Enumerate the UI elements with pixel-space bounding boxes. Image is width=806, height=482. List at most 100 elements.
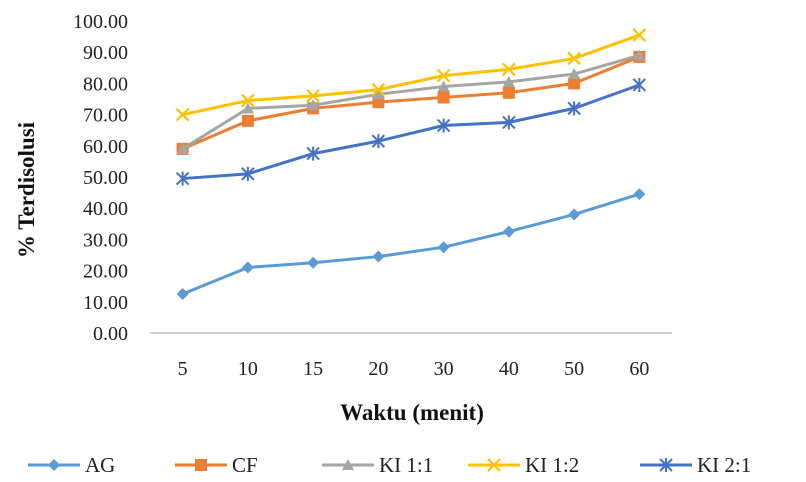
legend-label: KI 1:1 bbox=[379, 453, 433, 477]
data-point bbox=[487, 458, 501, 472]
point-marker bbox=[342, 459, 354, 470]
data-point bbox=[659, 458, 673, 472]
y-tick-label: 100.00 bbox=[73, 11, 128, 33]
data-point bbox=[632, 77, 647, 92]
data-point bbox=[436, 68, 451, 83]
point-marker bbox=[437, 241, 450, 254]
point-marker bbox=[568, 68, 581, 80]
data-point bbox=[372, 250, 385, 263]
data-point bbox=[502, 62, 516, 77]
y-tick-label: 60.00 bbox=[83, 136, 128, 158]
point-marker bbox=[241, 102, 254, 114]
point-marker bbox=[241, 93, 255, 108]
x-tick-label: 40 bbox=[499, 358, 519, 380]
data-point bbox=[175, 107, 190, 122]
data-point bbox=[306, 89, 320, 103]
series-line bbox=[181, 53, 640, 151]
point-marker bbox=[436, 68, 451, 83]
data-point bbox=[48, 459, 60, 471]
point-marker bbox=[372, 88, 385, 100]
y-tick-label: 80.00 bbox=[83, 73, 128, 95]
point-marker bbox=[176, 288, 189, 300]
point-marker bbox=[567, 51, 581, 66]
data-point bbox=[306, 146, 320, 161]
data-point bbox=[437, 91, 450, 104]
x-tick-label: 5 bbox=[178, 358, 188, 380]
data-point bbox=[502, 86, 515, 99]
legend-item: AG bbox=[28, 453, 115, 477]
data-point bbox=[371, 134, 386, 149]
point-marker bbox=[568, 77, 581, 90]
plot-area: 0.00 10.00 20.00 30.00 40.00 50.00 60.00 70.00 8… bbox=[73, 11, 672, 380]
data-point bbox=[502, 115, 516, 130]
x-tick-label: 60 bbox=[629, 358, 649, 380]
legend-item: KI 2:1 bbox=[640, 453, 751, 477]
data-point bbox=[241, 93, 255, 108]
data-point bbox=[176, 288, 189, 300]
data-point bbox=[241, 166, 255, 181]
data-point bbox=[633, 188, 646, 201]
point-marker bbox=[437, 91, 450, 104]
legend-item: KI 1:2 bbox=[468, 453, 579, 477]
series-line bbox=[182, 55, 640, 151]
data-point bbox=[568, 77, 581, 90]
data-point bbox=[372, 88, 385, 100]
y-tick-label: 0.00 bbox=[93, 323, 128, 345]
series-line bbox=[182, 192, 640, 296]
data-point bbox=[241, 261, 254, 274]
y-tick-label: 10.00 bbox=[83, 292, 128, 314]
data-point bbox=[307, 99, 320, 111]
data-point bbox=[175, 171, 190, 186]
point-marker bbox=[633, 188, 646, 201]
point-marker bbox=[48, 459, 60, 471]
legend-label: KI 2:1 bbox=[697, 453, 751, 477]
point-marker bbox=[487, 458, 501, 472]
point-marker bbox=[241, 114, 254, 127]
y-tick-label: 70.00 bbox=[83, 105, 128, 127]
point-marker bbox=[306, 89, 320, 103]
point-marker bbox=[372, 250, 385, 263]
data-point bbox=[436, 118, 451, 133]
series-line bbox=[182, 33, 640, 117]
data-point bbox=[502, 75, 515, 87]
point-marker bbox=[632, 28, 647, 42]
point-marker bbox=[502, 75, 515, 87]
y-tick-label: 50.00 bbox=[83, 167, 128, 189]
point-marker bbox=[241, 261, 254, 274]
point-marker bbox=[307, 256, 320, 269]
y-tick-label: 40.00 bbox=[83, 198, 128, 220]
data-point bbox=[195, 459, 207, 471]
point-marker bbox=[437, 80, 450, 92]
series-line bbox=[182, 83, 640, 181]
legend-item: CF bbox=[175, 453, 258, 477]
data-point bbox=[633, 49, 646, 61]
data-point bbox=[241, 114, 254, 127]
x-tick-label: 15 bbox=[303, 358, 323, 380]
legend-label: KI 1:2 bbox=[525, 453, 579, 477]
legend: AG CF KI 1:1 KI 1:2 KI 2:1 bbox=[28, 453, 751, 477]
point-marker bbox=[502, 225, 515, 238]
x-tick-label: 30 bbox=[434, 358, 454, 380]
point-marker bbox=[307, 99, 320, 111]
data-point bbox=[371, 82, 386, 97]
data-point bbox=[568, 208, 581, 221]
y-tick-label: 20.00 bbox=[83, 261, 128, 283]
data-point bbox=[567, 51, 581, 66]
y-tick-label: 30.00 bbox=[83, 229, 128, 251]
x-tick-label: 10 bbox=[238, 358, 258, 380]
y-axis-title: % Terdisolusi bbox=[14, 121, 39, 258]
data-point bbox=[241, 102, 254, 114]
x-tick-label: 50 bbox=[564, 358, 584, 380]
y-tick-label: 90.00 bbox=[83, 42, 128, 64]
data-point bbox=[632, 28, 647, 42]
data-point bbox=[176, 142, 189, 154]
point-marker bbox=[371, 82, 386, 97]
data-point bbox=[307, 256, 320, 269]
data-point bbox=[502, 225, 515, 238]
point-marker bbox=[195, 459, 207, 471]
point-marker bbox=[568, 208, 581, 221]
legend-label: AG bbox=[85, 453, 115, 477]
point-marker bbox=[175, 107, 190, 122]
data-point bbox=[437, 241, 450, 254]
